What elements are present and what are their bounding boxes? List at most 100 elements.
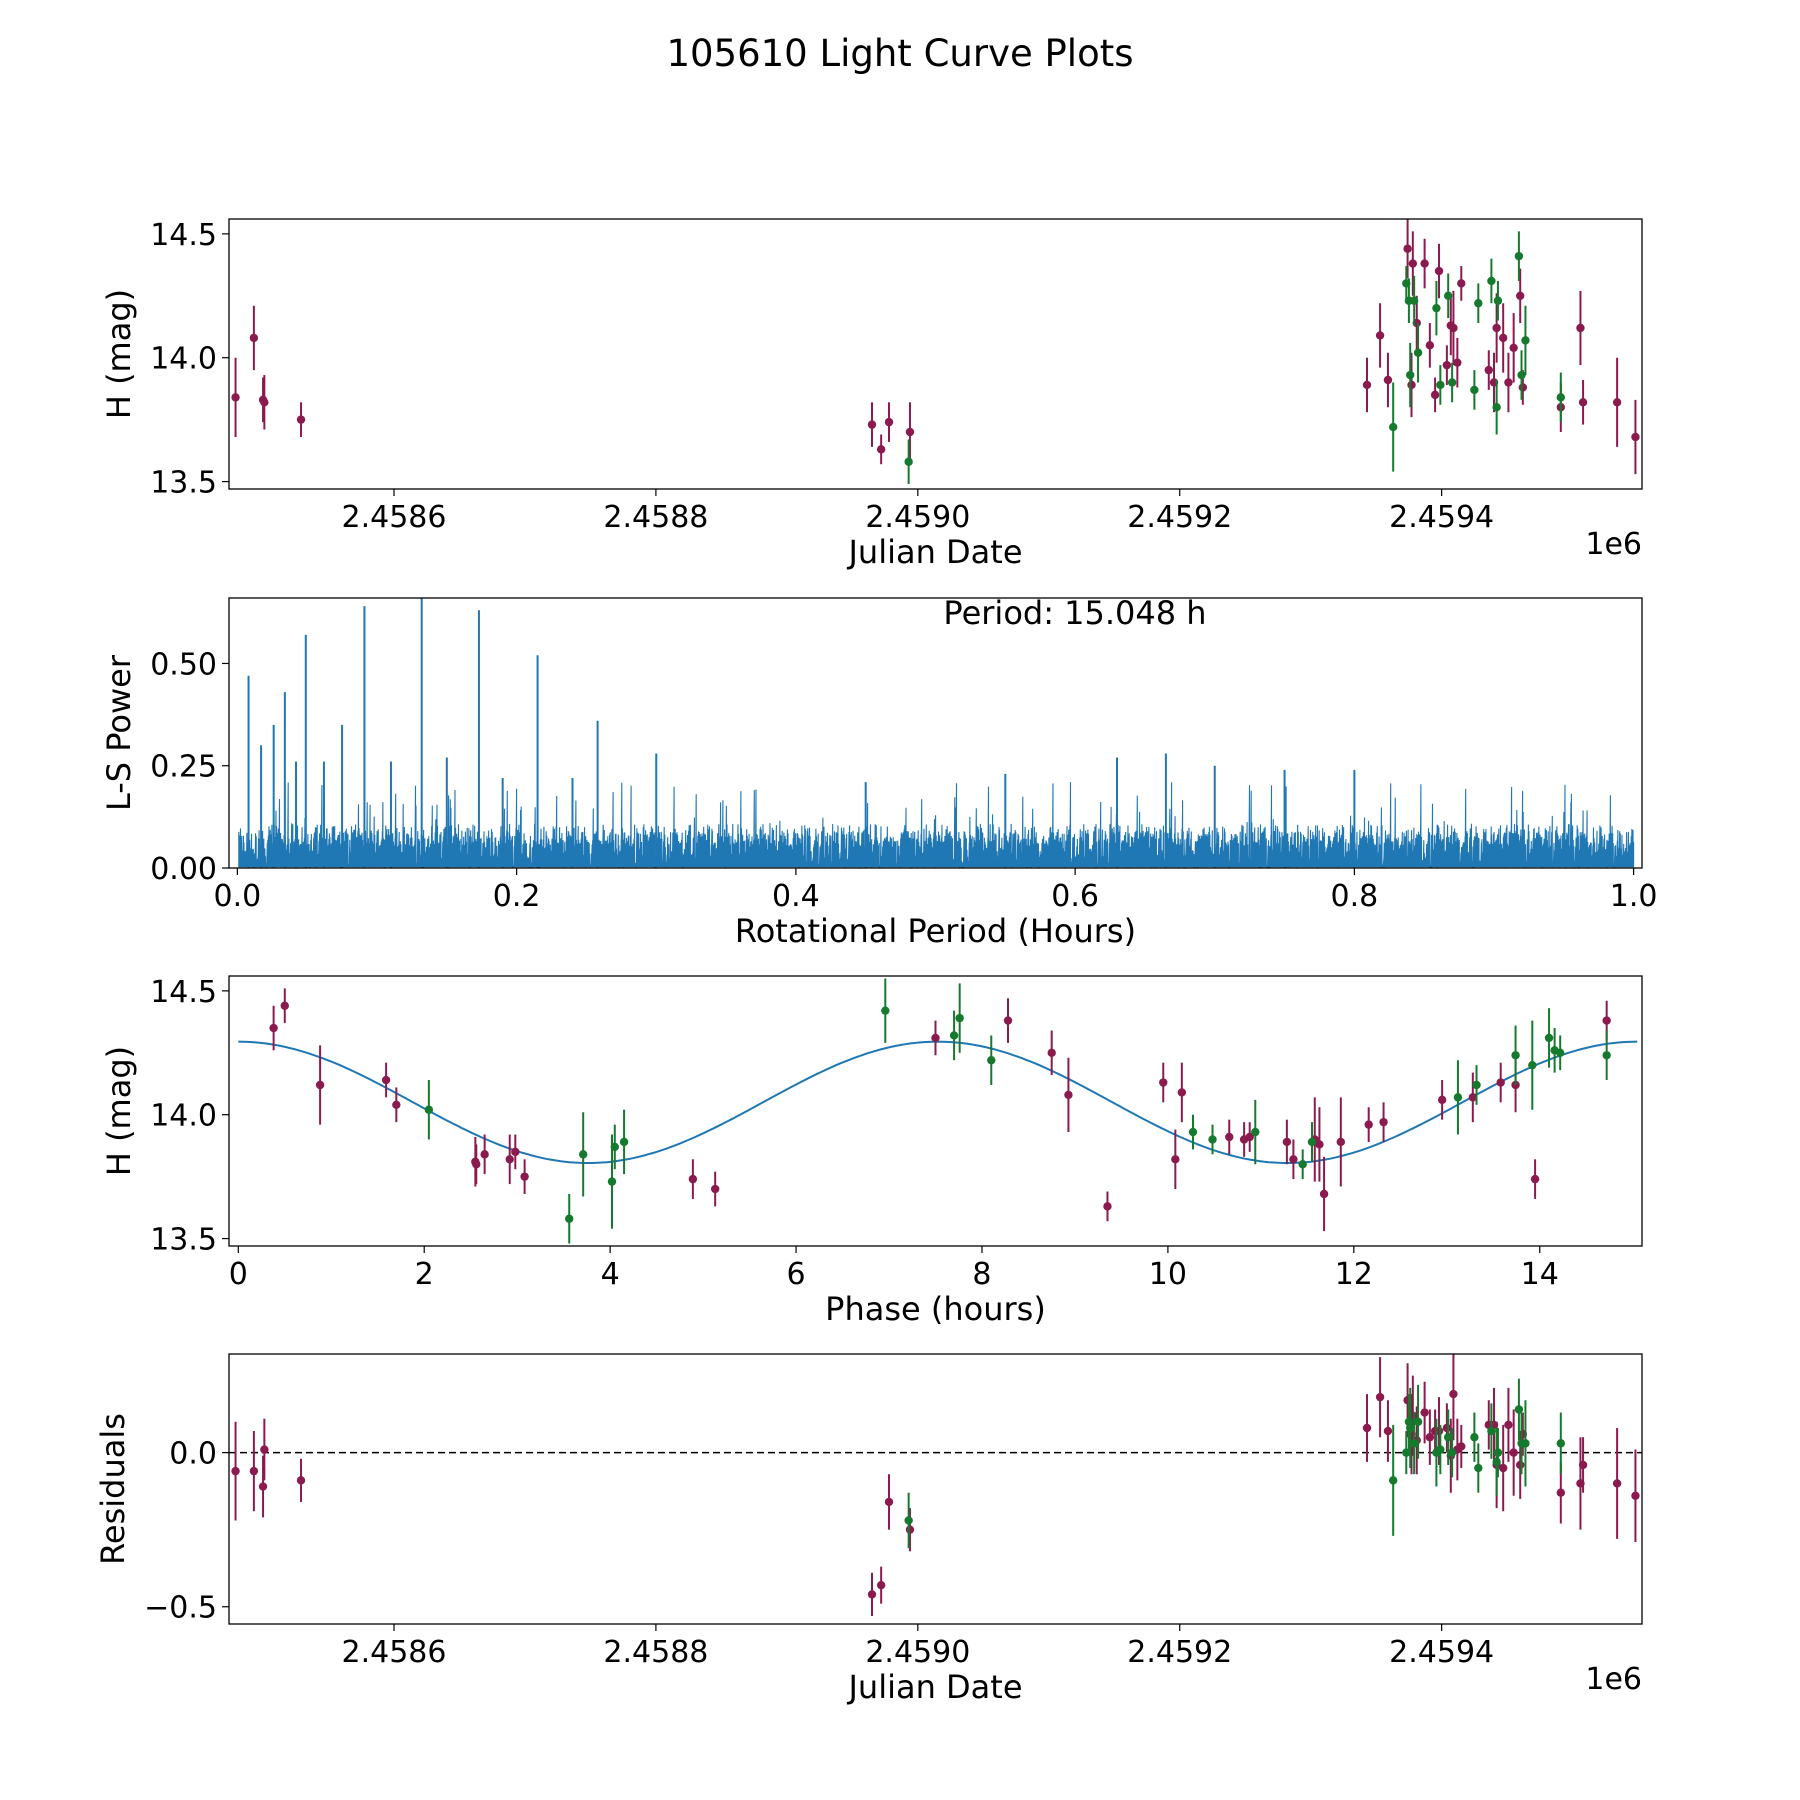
magenta-data-point (1289, 1155, 1298, 1164)
magenta-data-point (480, 1150, 489, 1159)
x-offset-label: 1e6 (1585, 1662, 1642, 1697)
magenta-data-point (505, 1155, 514, 1164)
plot-area (238, 978, 1638, 1244)
magenta-data-point (1282, 1137, 1292, 1147)
green-data-point (1511, 1051, 1520, 1060)
magenta-data-point (511, 1147, 520, 1157)
y-axis-label: H (mag) (100, 289, 138, 419)
green-data-point (1436, 1445, 1445, 1454)
magenta-data-point (1516, 1460, 1525, 1470)
magenta-data-point (1518, 383, 1528, 392)
magenta-data-point (1434, 266, 1444, 276)
green-data-point (1544, 1033, 1554, 1043)
green-data-point (1251, 1127, 1260, 1137)
green-data-point (1492, 403, 1501, 412)
magenta-data-point (381, 1075, 391, 1085)
magenta-data-point (1578, 398, 1588, 407)
x-axis-label: Phase (hours) (825, 1290, 1046, 1328)
axes-frame (228, 218, 1643, 490)
magenta-data-point (1453, 358, 1462, 367)
lightcurve-panel: 2.4586 2.4588 2.4590 2.4592 2.4594 13.5 14.0 14… (100, 218, 1643, 571)
green-data-point (1493, 1448, 1503, 1457)
magenta-data-point (884, 417, 894, 427)
magenta-data-point (1457, 279, 1466, 288)
green-data-point (1470, 1433, 1479, 1442)
axes-frame (228, 1353, 1643, 1625)
magenta-data-point (258, 1482, 268, 1491)
green-data-point (1514, 251, 1524, 261)
green-data-point (1517, 370, 1526, 380)
magenta-data-point (1177, 1088, 1187, 1097)
x-tick-label: 12 (1335, 1257, 1373, 1292)
magenta-data-point (296, 1476, 306, 1485)
green-data-point (1472, 1080, 1481, 1090)
magenta-data-point (1578, 1460, 1588, 1470)
fit-curve (238, 1040, 1638, 1164)
green-data-point (1388, 422, 1398, 432)
y-axis-label: L-S Power (100, 654, 138, 811)
green-data-point (955, 1013, 964, 1023)
magenta-data-point (1602, 1016, 1611, 1025)
plot-area (231, 219, 1640, 485)
green-data-point (1493, 296, 1503, 305)
green-data-point (1432, 303, 1441, 313)
magenta-data-point (1319, 1189, 1329, 1199)
green-data-point (1521, 336, 1530, 345)
x-tick-label: 2.4586 (342, 1635, 447, 1670)
green-data-point (1443, 291, 1453, 300)
magenta-data-point (1530, 1174, 1540, 1184)
x-tick-label: 2.4590 (865, 1635, 970, 1670)
magenta-data-point (296, 415, 306, 424)
green-data-point (1470, 385, 1479, 395)
magenta-data-point (280, 1001, 289, 1010)
green-data-point (424, 1105, 434, 1114)
y-tick-label: 0.25 (150, 750, 217, 785)
green-data-point (578, 1150, 588, 1159)
x-tick-label: 1.0 (1610, 879, 1658, 914)
magenta-data-point (1064, 1090, 1073, 1100)
x-tick-label: 2.4594 (1389, 1635, 1494, 1670)
phase-panel: 0 2 4 6 8 10 12 14 13.5 14.0 14.5 Phase (hours) H (m… (100, 975, 1643, 1328)
y-tick-label: 14.0 (150, 1099, 217, 1134)
green-data-point (1492, 1457, 1501, 1467)
magenta-data-point (1556, 1488, 1566, 1497)
magenta-data-point (392, 1100, 401, 1110)
magenta-data-point (867, 1590, 877, 1599)
magenta-data-point (1468, 1093, 1478, 1102)
green-data-point (1474, 1463, 1483, 1473)
green-data-point (1388, 1476, 1398, 1485)
green-data-point (1556, 1439, 1566, 1448)
magenta-data-point (1420, 259, 1429, 268)
plot-area (229, 1354, 1642, 1616)
magenta-data-point (472, 1160, 481, 1169)
y-tick-label: 13.5 (150, 466, 217, 501)
magenta-data-point (1612, 398, 1622, 407)
x-tick-label: 2 (415, 1257, 434, 1292)
magenta-data-point (1364, 1120, 1373, 1129)
magenta-data-point (249, 333, 259, 343)
magenta-data-point (1509, 1448, 1518, 1457)
magenta-data-point (1225, 1132, 1234, 1142)
magenta-data-point (905, 1525, 915, 1534)
green-data-point (1487, 1426, 1496, 1436)
x-axis-label: Julian Date (846, 533, 1022, 571)
magenta-data-point (1403, 244, 1412, 253)
green-data-point (1487, 276, 1496, 286)
magenta-data-point (905, 427, 915, 437)
green-data-point (1409, 1439, 1419, 1448)
magenta-data-point (1375, 1392, 1385, 1402)
green-data-point (949, 1031, 959, 1040)
magenta-data-point (1631, 432, 1640, 442)
green-data-point (1514, 1405, 1524, 1414)
magenta-data-point (1362, 380, 1372, 390)
y-axis-label: H (mag) (100, 1046, 138, 1176)
magenta-data-point (1437, 1095, 1447, 1105)
magenta-data-point (1383, 1426, 1393, 1436)
green-data-point (1298, 1160, 1307, 1169)
magenta-data-point (1420, 1408, 1429, 1417)
green-data-point (987, 1056, 996, 1065)
green-data-point (904, 1516, 913, 1525)
magenta-data-point (1159, 1078, 1168, 1087)
magenta-data-point (1408, 259, 1418, 268)
magenta-data-point (1498, 1463, 1508, 1473)
